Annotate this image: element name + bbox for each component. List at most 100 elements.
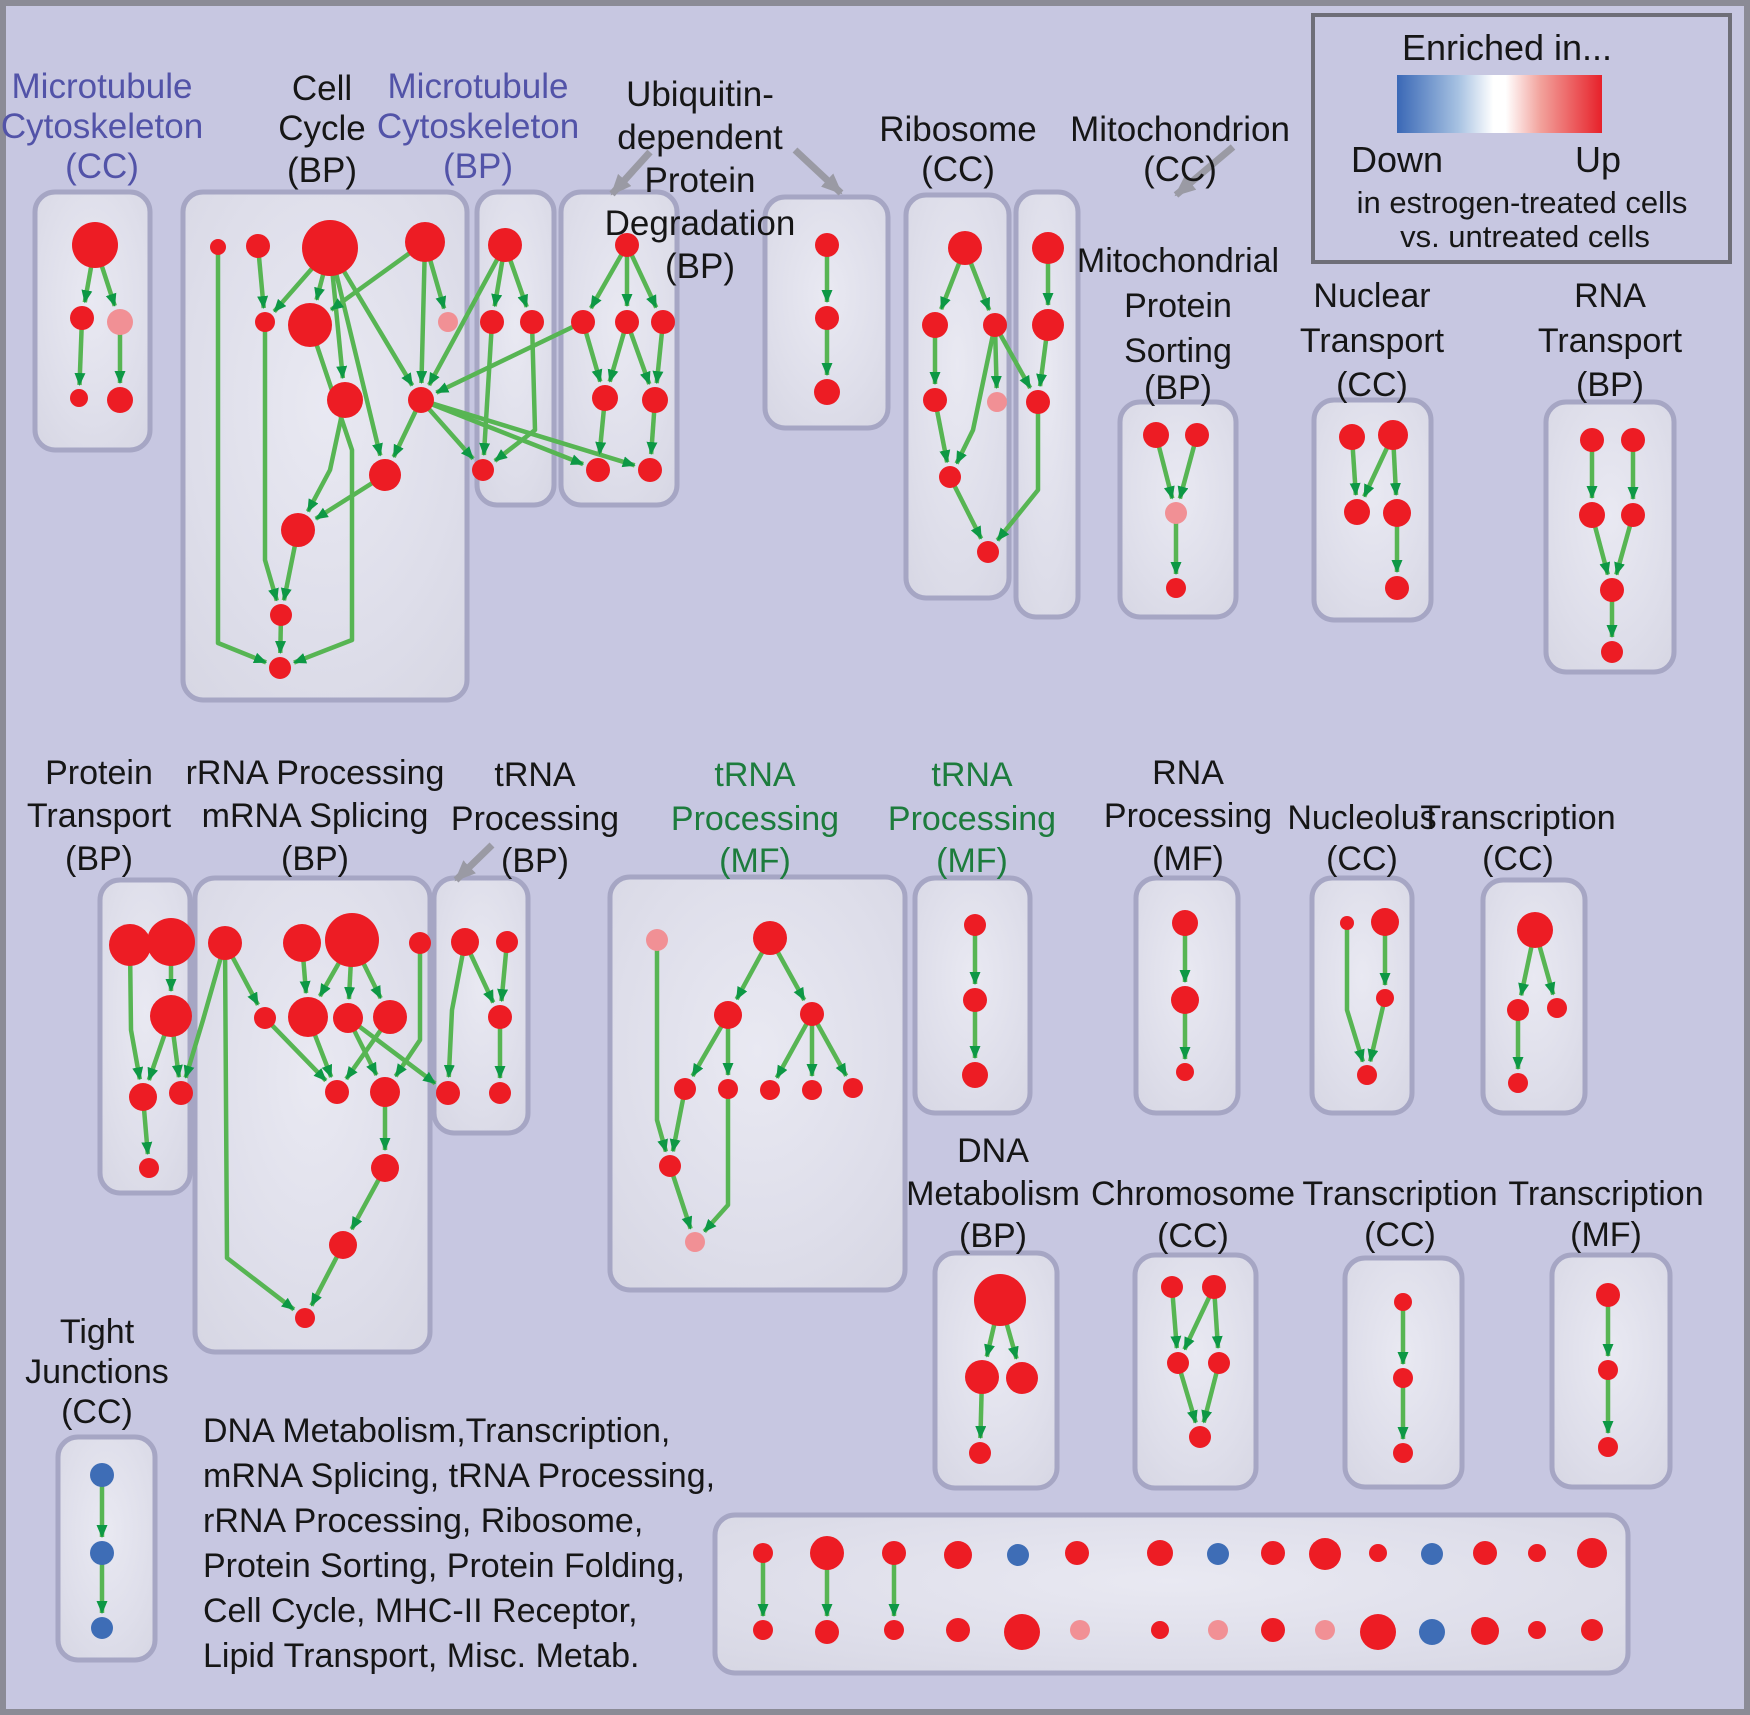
go-term-node-g2 <box>1032 309 1064 341</box>
go-term-node-t1 <box>1161 1276 1183 1298</box>
group-label-dna-metabolism-bp: DNA <box>957 1132 1029 1170</box>
go-term-node-x6 <box>1065 1541 1089 1565</box>
go-term-node-m1 <box>451 928 479 956</box>
group-label-ubiquitin-degradation-bp: Degradation <box>605 204 796 243</box>
group-label-protein-transport-bp: (BP) <box>65 840 133 878</box>
edge-arrow <box>262 322 279 602</box>
go-term-node-e3 <box>615 310 639 334</box>
group-label-trna-processing-mf-2: tRNA <box>931 756 1013 794</box>
go-term-node-v2 <box>1598 1360 1618 1380</box>
group-label-trna-processing-mf-2: Processing <box>888 800 1056 838</box>
go-term-node-k4 <box>129 1083 157 1111</box>
group-label-protein-transport-bp: Protein <box>45 754 153 792</box>
go-term-node-q1 <box>1340 916 1354 930</box>
group-label-mt-cytoskeleton-cc: (CC) <box>65 147 139 186</box>
edge-arrow <box>183 942 228 1079</box>
group-label-protein-transport-bp: Transport <box>27 797 172 835</box>
go-term-node-rt2 <box>1621 428 1645 452</box>
go-term-node-n7 <box>760 1080 780 1100</box>
go-term-node-m4 <box>436 1081 460 1105</box>
group-label-mt-cytoskeleton-bp: (BP) <box>443 147 513 186</box>
go-term-node-b6 <box>288 303 332 347</box>
group-label-mitochondrion-cc: (CC) <box>1143 150 1217 189</box>
go-term-node-p2 <box>1171 986 1199 1014</box>
go-term-node-a2 <box>70 306 94 330</box>
group-label-trna-processing-mf-2: (MF) <box>936 842 1008 880</box>
group-label-mt-cytoskeleton-cc: Microtubule <box>12 67 193 106</box>
go-term-node-l8 <box>373 1000 407 1034</box>
go-term-node-rt5 <box>1600 578 1624 602</box>
go-term-node-e7 <box>586 458 610 482</box>
group-label-trna-processing-bp: Processing <box>451 800 619 838</box>
go-term-node-l5 <box>254 1007 276 1029</box>
group-box-transcription-cc-mid <box>1480 877 1588 1116</box>
misc-groups-note: mRNA Splicing, tRNA Processing, <box>203 1457 715 1495</box>
group-label-nuclear-transport-cc: (CC) <box>1336 366 1408 404</box>
go-term-node-m2 <box>496 931 518 953</box>
go-term-node-t2 <box>1202 1275 1226 1299</box>
go-term-node-o1 <box>964 914 986 936</box>
group-label-rna-processing-mf: (MF) <box>1152 840 1224 878</box>
go-term-node-b4 <box>405 222 445 262</box>
group-box-nuclear-transport-cc <box>1311 397 1434 623</box>
go-term-node-x12 <box>1421 1543 1443 1565</box>
edge-arrow <box>954 324 998 465</box>
group-label-transcription-mf: Transcription <box>1508 1175 1703 1213</box>
go-term-node-ch1 <box>815 233 839 257</box>
go-term-node-f6 <box>939 466 961 488</box>
go-term-node-y1 <box>753 1620 773 1640</box>
go-term-node-v3 <box>1598 1437 1618 1457</box>
go-term-node-b5 <box>255 312 275 332</box>
go-term-node-s2 <box>965 1360 999 1394</box>
go-term-node-b3 <box>302 220 358 276</box>
group-box-misc-wide <box>712 1512 1631 1676</box>
go-term-node-l10 <box>370 1077 400 1107</box>
group-box-cell-cycle-bp <box>180 189 470 703</box>
go-term-node-y12 <box>1419 1619 1445 1645</box>
edge-arrow <box>993 323 1033 390</box>
go-term-node-y15 <box>1581 1619 1603 1641</box>
edge-arrow <box>774 1012 814 1079</box>
label-pointer-arrow <box>609 149 653 197</box>
group-label-rna-processing-mf: RNA <box>1152 754 1224 792</box>
go-term-node-u1 <box>1394 1293 1412 1311</box>
go-term-node-e1 <box>615 233 639 257</box>
go-term-node-t5 <box>1189 1426 1211 1448</box>
group-label-dna-metabolism-bp: Metabolism <box>906 1175 1080 1213</box>
legend-up-label: Up <box>1575 139 1621 180</box>
go-term-node-k1 <box>109 924 151 966</box>
go-term-node-m5 <box>489 1082 511 1104</box>
go-term-node-ms3 <box>1165 502 1187 524</box>
edge-arrow <box>420 397 585 467</box>
go-term-node-e8 <box>638 458 662 482</box>
go-term-node-a5 <box>107 387 133 413</box>
go-term-node-nt5 <box>1385 576 1409 600</box>
go-term-node-e2 <box>571 310 595 334</box>
group-label-nuclear-transport-cc: Nuclear <box>1313 277 1430 315</box>
go-term-node-l13 <box>295 1308 315 1328</box>
go-term-node-n1 <box>646 929 668 951</box>
group-label-cell-cycle-bp: Cell <box>292 69 352 108</box>
group-label-trna-processing-mf-1: tRNA <box>714 756 796 794</box>
go-term-node-ch2 <box>815 306 839 330</box>
group-label-rna-transport-bp: (BP) <box>1576 366 1644 404</box>
go-term-node-b1 <box>210 239 226 255</box>
group-label-transcription-cc-mid: (CC) <box>1482 840 1554 878</box>
group-label-rrna-mrna-bp: mRNA Splicing <box>202 797 429 835</box>
go-term-node-rt4 <box>1621 503 1645 527</box>
go-term-node-x11 <box>1369 1544 1387 1562</box>
group-box-rna-transport-bp <box>1543 399 1677 675</box>
edge-arrow <box>588 243 629 310</box>
go-term-node-l1 <box>208 926 242 960</box>
edge-arrow <box>702 1089 731 1234</box>
go-term-node-nt3 <box>1344 499 1370 525</box>
edge-arrow <box>479 321 495 457</box>
go-term-node-l4 <box>409 932 431 954</box>
go-term-node-q4 <box>1357 1065 1377 1085</box>
go-term-node-n4 <box>800 1002 824 1026</box>
go-term-node-c4 <box>472 459 494 481</box>
go-term-node-n3 <box>714 1001 742 1029</box>
edge-arrow <box>346 1016 437 1086</box>
